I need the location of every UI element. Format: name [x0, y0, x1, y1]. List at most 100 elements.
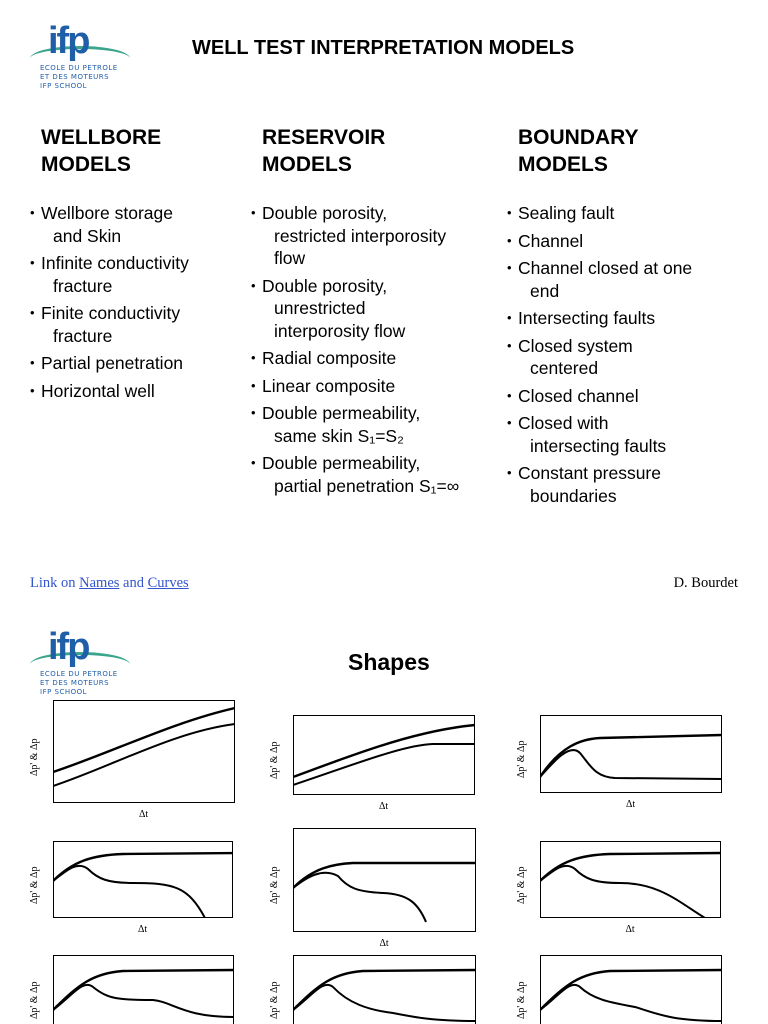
- logo-text: ECOLE DU PETROLE: [40, 670, 118, 678]
- plot-frame: [53, 955, 234, 1024]
- bullet-text: same skin S₁=S₂: [274, 425, 404, 446]
- bullet-text: Partial penetration: [41, 353, 184, 373]
- curve: [540, 968, 722, 1011]
- logo: ifp ECOLE DU PETROLE ET DES MOTEURS IFP …: [30, 626, 130, 696]
- bullet-text: Linear composite: [262, 375, 396, 396]
- bullet-text: Wellbore storage: [41, 203, 173, 223]
- plot-border: [293, 715, 475, 795]
- x-axis-label: Δt: [139, 809, 149, 820]
- curve: [53, 851, 233, 882]
- bullet-item: Intersecting faults: [507, 307, 692, 330]
- curve: [293, 743, 475, 786]
- logo-arc: [30, 46, 130, 71]
- shape-plot: [293, 828, 476, 932]
- bullet-text: intersecting faults: [530, 435, 667, 456]
- plot-border: [540, 715, 722, 793]
- plot-frame: [540, 715, 722, 793]
- x-axis-label: Δt: [138, 924, 148, 935]
- bullet-list: Sealing fault Channel Channel closed at on…: [507, 202, 692, 512]
- shape-plot: [53, 841, 233, 918]
- bullet-text: Closed with: [518, 413, 609, 433]
- bullet-text: and Skin: [53, 225, 122, 246]
- x-axis-label: Δt: [379, 801, 389, 812]
- plot-border: [540, 955, 722, 1024]
- column-heading: RESERVOIR MODELS: [262, 124, 385, 178]
- bullet-item: Double permeability,partial penetration …: [251, 452, 459, 497]
- y-axis-label: Δp' & Δp: [516, 981, 527, 1019]
- plot-frame: [293, 828, 476, 932]
- y-axis-label: Δp' & Δp: [269, 866, 280, 904]
- bullet-item: Horizontal well: [30, 380, 189, 403]
- curve: [53, 984, 234, 1018]
- plot-frame: [540, 841, 721, 918]
- logo-arc: [30, 652, 130, 677]
- curve: [540, 749, 722, 780]
- bullet-text: boundaries: [530, 485, 617, 506]
- link-names[interactable]: Names: [79, 575, 120, 591]
- y-axis-label: Δp' & Δp: [516, 866, 527, 904]
- logo-mark: ifp: [48, 20, 90, 62]
- y-axis-label: Δp' & Δp: [29, 738, 40, 776]
- curve: [53, 706, 235, 774]
- bullet-text: Channel closed at one: [518, 258, 693, 278]
- author: D. Bourdet: [673, 575, 738, 591]
- bullet-text: centered: [530, 358, 599, 378]
- plot-border: [53, 955, 234, 1024]
- logo-text: IFP SCHOOL: [40, 82, 88, 90]
- bullet-item: Channel: [507, 230, 692, 253]
- heading-line: MODELS: [262, 153, 352, 176]
- y-axis-label: Δp' & Δp: [29, 981, 40, 1019]
- logo-text: ET DES MOTEURS: [40, 73, 110, 81]
- shape-plot: [540, 715, 722, 793]
- heading-line: WELLBORE: [41, 126, 162, 149]
- bullet-item: Double permeability,same skin S₁=S₂: [251, 402, 459, 447]
- footer-link: Link on Names and Curves: [30, 575, 189, 592]
- plot-border: [293, 955, 476, 1024]
- bullet-text: restricted interporosity: [274, 225, 447, 246]
- bullet-text: Sealing fault: [518, 203, 615, 223]
- shape-plot: [540, 955, 722, 1024]
- plot-frame: [53, 841, 233, 918]
- curve: [540, 733, 722, 778]
- y-axis-label: Δp' & Δp: [269, 981, 280, 1019]
- curve: [53, 864, 206, 918]
- bullet-text: Double porosity,: [262, 275, 388, 296]
- column-heading: WELLBORE MODELS: [41, 124, 161, 178]
- bullet-text: partial penetration S₁=∞: [274, 475, 460, 496]
- bullet-text: end: [530, 280, 560, 301]
- bullet-text: unrestricted: [274, 298, 366, 318]
- link-curves[interactable]: Curves: [147, 575, 189, 591]
- heading-line: RESERVOIR: [262, 126, 386, 149]
- heading-line: MODELS: [518, 153, 608, 176]
- slide-title: Shapes: [348, 649, 430, 675]
- heading-line: MODELS: [41, 153, 131, 176]
- plot-border: [293, 828, 476, 932]
- curve: [293, 968, 476, 1011]
- curve: [293, 984, 476, 1022]
- logo-text: IFP SCHOOL: [40, 688, 88, 696]
- plot-frame: [293, 715, 475, 795]
- heading-line: BOUNDARY: [518, 126, 639, 149]
- curve: [540, 984, 722, 1022]
- bullet-text: Closed channel: [518, 385, 639, 406]
- bullet-item: Double porosity,unrestrictedinterporosit…: [251, 275, 459, 343]
- x-axis-label: Δt: [625, 924, 635, 935]
- shape-plot: [540, 841, 721, 918]
- bullet-text: Intersecting faults: [518, 308, 656, 328]
- column-heading: BOUNDARY MODELS: [518, 124, 639, 178]
- bullet-text: Radial composite: [262, 348, 397, 368]
- bullet-text: Channel: [518, 230, 584, 251]
- bullet-text: fracture: [53, 325, 113, 346]
- bullet-item: Linear composite: [251, 375, 459, 398]
- shape-plot: [293, 955, 476, 1024]
- curve: [53, 968, 234, 1011]
- shape-plot: [293, 715, 475, 795]
- bullet-text: Closed system: [518, 335, 633, 356]
- bullet-text: Double permeability,: [262, 403, 421, 423]
